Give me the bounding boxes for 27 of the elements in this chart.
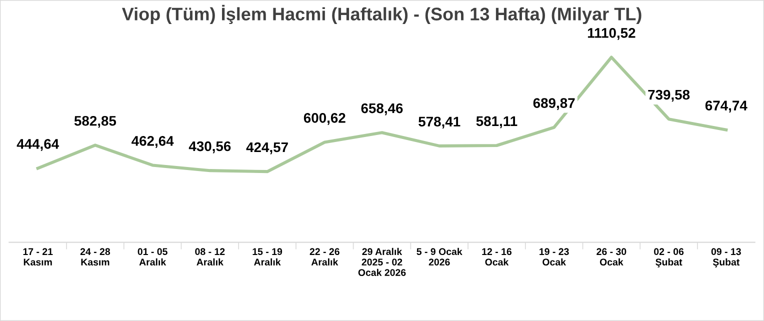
x-tick-label: 09 - 13 Şubat <box>711 248 741 268</box>
x-tick-label: 22 - 26 Aralık <box>310 248 340 266</box>
x-tick-label: 5 - 9 Ocak 2026 <box>416 248 462 266</box>
x-tick-label: 08 - 12 Aralık <box>195 248 225 266</box>
data-label: 1110,52 <box>588 28 636 40</box>
data-label: 582,85 <box>74 116 116 128</box>
data-label: 689,87 <box>533 98 575 110</box>
x-tick-label: 12 - 16 Ocak <box>482 248 512 266</box>
chart-title: Viop (Tüm) İşlem Hacmi (Haftalık) - (Son 13 Hafta) (Milyar TL) <box>122 4 642 24</box>
data-label: 462,64 <box>132 136 174 148</box>
x-tick-label: 17 - 21 Kasım <box>23 248 53 266</box>
data-label: 424,57 <box>246 142 288 154</box>
data-label: 739,58 <box>648 90 690 102</box>
data-label: 600,62 <box>304 112 346 125</box>
x-tick-label: 02 - 06 Şubat <box>654 248 684 268</box>
x-tick-label: 26 - 30 Ocak <box>596 248 626 266</box>
x-tick-label: 24 - 28 Kasım <box>80 248 110 266</box>
data-label: 444,64 <box>16 138 60 151</box>
data-label: 674,74 <box>705 100 748 112</box>
x-tick-label: 01 - 05 Aralık <box>138 248 168 266</box>
x-tick-label: 29 Aralık 2025 - 02 Ocak 2026 <box>358 248 406 276</box>
data-label: 430,56 <box>188 141 231 154</box>
x-tick-label: 15 - 19 Aralık <box>252 248 282 266</box>
data-label: 578,41 <box>418 116 460 129</box>
data-label: 658,46 <box>361 103 403 116</box>
data-label: 581,11 <box>476 116 518 128</box>
x-tick-label: 19 - 23 Ocak <box>540 248 569 266</box>
